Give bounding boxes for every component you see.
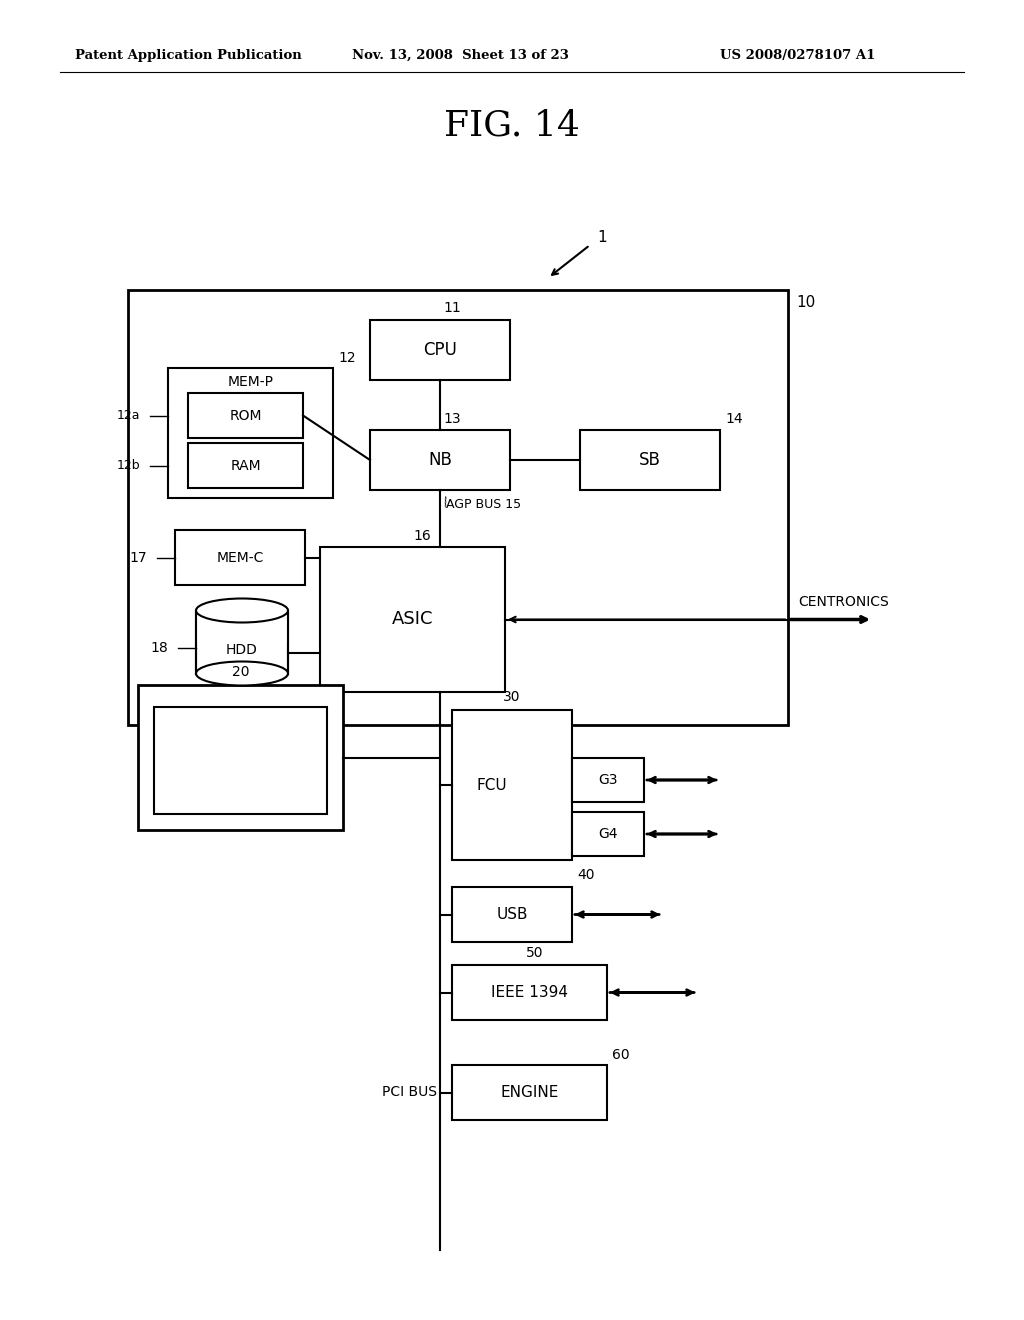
Bar: [188, 393, 303, 438]
Text: 60: 60: [612, 1048, 630, 1063]
Bar: [572, 758, 644, 803]
Text: 14: 14: [725, 412, 742, 426]
Text: G4: G4: [598, 828, 617, 841]
Text: 12b: 12b: [117, 459, 140, 473]
Text: FCU: FCU: [477, 777, 507, 792]
Text: 16: 16: [414, 529, 431, 543]
Text: SB: SB: [639, 451, 660, 469]
Text: Patent Application Publication: Patent Application Publication: [75, 49, 302, 62]
Ellipse shape: [196, 598, 288, 623]
Text: MEM-P: MEM-P: [227, 375, 273, 389]
Text: 30: 30: [503, 690, 521, 704]
Text: 50: 50: [525, 946, 544, 960]
Text: ENGINE: ENGINE: [501, 1085, 559, 1100]
Bar: [168, 368, 333, 498]
Text: AGP BUS 15: AGP BUS 15: [446, 498, 521, 511]
Text: 12: 12: [338, 351, 355, 366]
Text: CPU: CPU: [423, 341, 457, 359]
Text: CENTRONICS: CENTRONICS: [798, 595, 889, 610]
Bar: [138, 685, 343, 830]
Bar: [452, 965, 607, 1020]
Bar: [452, 887, 572, 942]
Text: 17: 17: [129, 550, 147, 565]
Bar: [370, 430, 510, 490]
Bar: [188, 444, 303, 488]
Text: 18: 18: [151, 642, 168, 655]
Text: FIG. 14: FIG. 14: [444, 108, 580, 143]
Bar: [319, 546, 505, 692]
Text: 11: 11: [443, 301, 461, 315]
Bar: [452, 710, 572, 861]
Text: 1: 1: [597, 231, 606, 246]
Text: IEEE 1394: IEEE 1394: [490, 985, 568, 1001]
Text: ASIC: ASIC: [392, 610, 433, 628]
Bar: [175, 531, 305, 585]
Bar: [580, 430, 720, 490]
Text: 13: 13: [443, 412, 461, 426]
Text: 10: 10: [796, 294, 815, 310]
Text: 40: 40: [577, 869, 595, 882]
Text: NB: NB: [428, 451, 452, 469]
Text: /: /: [442, 495, 450, 508]
Bar: [128, 290, 788, 725]
Text: HDD: HDD: [226, 643, 258, 657]
Text: Nov. 13, 2008  Sheet 13 of 23: Nov. 13, 2008 Sheet 13 of 23: [351, 49, 568, 62]
Text: 20: 20: [231, 665, 249, 678]
Bar: [196, 610, 288, 673]
Bar: [452, 1065, 607, 1119]
Text: 12a: 12a: [117, 409, 140, 422]
Text: MEM-C: MEM-C: [216, 550, 264, 565]
Ellipse shape: [196, 661, 288, 685]
Bar: [370, 319, 510, 380]
Text: ROM: ROM: [229, 408, 262, 422]
Bar: [195, 610, 289, 642]
Bar: [154, 708, 327, 814]
Bar: [572, 812, 644, 855]
Text: PCI BUS: PCI BUS: [382, 1085, 437, 1100]
Text: G3: G3: [598, 774, 617, 787]
Text: US 2008/0278107 A1: US 2008/0278107 A1: [720, 49, 876, 62]
Text: RAM: RAM: [230, 458, 261, 473]
Text: USB: USB: [497, 907, 527, 921]
